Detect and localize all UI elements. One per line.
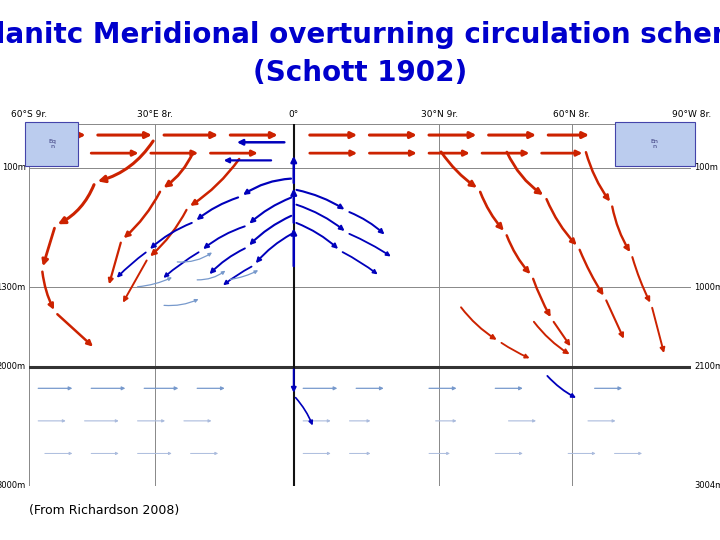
FancyBboxPatch shape [25, 123, 78, 166]
Text: En
n: En n [651, 139, 659, 150]
Text: 60°S 9r.: 60°S 9r. [11, 110, 47, 119]
Text: 30°E 8r.: 30°E 8r. [137, 110, 173, 119]
Text: 2100m: 2100m [695, 362, 720, 371]
Text: 2000m: 2000m [0, 362, 25, 371]
Text: 1300m: 1300m [0, 282, 25, 292]
Text: Atlanitc Meridional overturning circulation scheme: Atlanitc Meridional overturning circulat… [0, 21, 720, 49]
Text: 3000m: 3000m [0, 482, 25, 490]
Text: 60°N 8r.: 60°N 8r. [554, 110, 590, 119]
Text: 100m: 100m [1, 163, 25, 172]
Text: 1000m: 1000m [695, 282, 720, 292]
Text: Eq
n: Eq n [48, 139, 56, 150]
Text: 3004m: 3004m [695, 482, 720, 490]
Text: 90°W 8r.: 90°W 8r. [672, 110, 711, 119]
Text: 0°: 0° [289, 110, 299, 119]
FancyBboxPatch shape [615, 123, 695, 166]
Text: 100m: 100m [695, 163, 719, 172]
Text: 30°N 9r.: 30°N 9r. [421, 110, 458, 119]
Text: (From Richardson 2008): (From Richardson 2008) [29, 504, 179, 517]
Text: (Schott 1902): (Schott 1902) [253, 59, 467, 87]
